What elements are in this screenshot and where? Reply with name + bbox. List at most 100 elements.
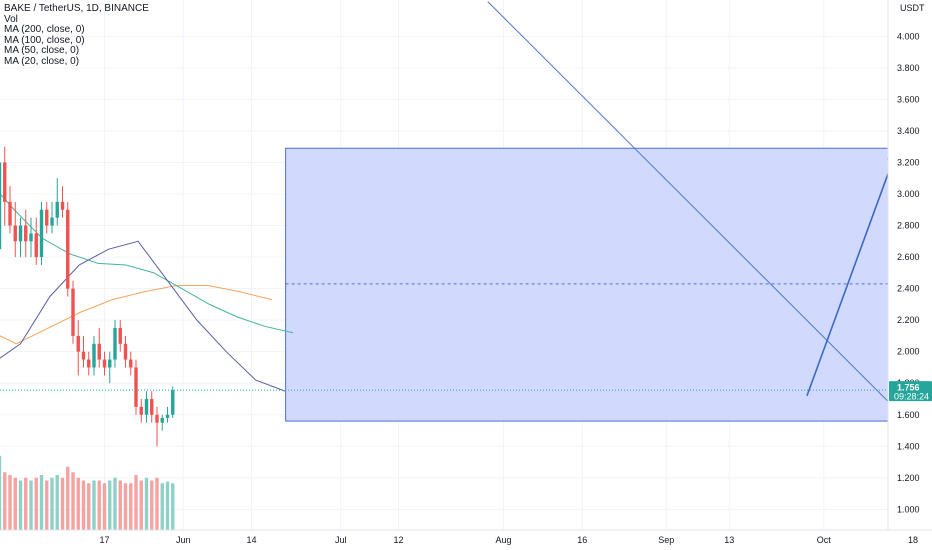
candle-body — [50, 217, 54, 226]
candle-body — [87, 359, 91, 368]
ma200-line — [0, 284, 273, 345]
candle-body — [81, 351, 86, 360]
volume-bar — [165, 481, 170, 530]
price-tick-label: 1.200 — [897, 473, 920, 483]
price-tick-label: 2.000 — [897, 347, 920, 357]
legend-volume[interactable]: Vol — [4, 13, 18, 25]
price-tick-label: 4.000 — [897, 31, 920, 41]
volume-bar — [18, 480, 23, 530]
volume-bar — [144, 477, 149, 530]
volume-bar — [129, 483, 133, 530]
price-tick-label: 3.800 — [897, 63, 920, 73]
last-price-badge — [889, 381, 932, 402]
candle-body — [60, 201, 65, 210]
legend-symbol[interactable]: BAKE / TetherUS, 1D, BINANCE — [4, 3, 149, 14]
volume-bar — [123, 483, 128, 530]
candle-body — [55, 201, 59, 218]
volume-bar — [171, 483, 175, 530]
legend-ma100[interactable]: MA (100, close, 0) — [4, 34, 85, 46]
candle-body — [24, 225, 28, 242]
time-tick-label: Sep — [658, 535, 674, 545]
price-tick-label: 1.000 — [897, 504, 920, 514]
volume-bar — [45, 480, 49, 530]
candle-body — [102, 359, 107, 368]
legend-ma200[interactable]: MA (200, close, 0) — [4, 24, 85, 36]
volume-bar — [60, 477, 65, 530]
range-box — [285, 147, 913, 422]
volume-bar — [92, 480, 96, 530]
volume-bar — [8, 475, 12, 530]
volume-bar — [39, 475, 44, 530]
volume-bar — [76, 477, 80, 530]
time-tick-label: Oct — [817, 535, 832, 545]
volume-bar — [134, 475, 138, 530]
candle-body — [3, 162, 7, 202]
candlesticks — [0, 146, 175, 447]
volume-bar — [102, 483, 107, 530]
candle-body — [160, 417, 164, 423]
candle-body — [113, 328, 117, 360]
candle-body — [123, 343, 128, 360]
time-tick-label: 16 — [577, 535, 587, 545]
volume-bar — [155, 477, 159, 530]
candle-body — [66, 209, 70, 289]
volume-bar — [29, 480, 33, 530]
volume-bar — [0, 455, 2, 530]
legend-ma50[interactable]: MA (50, close, 0) — [4, 45, 80, 57]
candle-body — [97, 343, 101, 360]
trendline — [487, 1, 894, 408]
candle-body — [92, 343, 96, 368]
candle-body — [45, 209, 49, 226]
chart-legend: BAKE / TetherUS, 1D, BINANCE Vol MA (200… — [4, 3, 149, 68]
time-tick-label: Aug — [495, 535, 511, 545]
volume-bar — [160, 483, 164, 530]
candle-body — [18, 225, 23, 242]
last-price-value: 1.756 — [897, 383, 920, 393]
candle-body — [155, 414, 159, 423]
price-tick-label: 3.200 — [897, 157, 920, 167]
time-axis-background[interactable] — [0, 530, 932, 550]
time-tick-label: Jul — [335, 535, 347, 545]
price-tick-label: 2.600 — [897, 252, 920, 262]
time-tick-label: 18 — [908, 535, 918, 545]
time-tick-label: Jun — [176, 535, 191, 545]
candle-body — [129, 359, 133, 368]
candle-body — [71, 288, 75, 336]
time-tick-label: 14 — [246, 535, 256, 545]
price-axis-background[interactable] — [888, 0, 932, 550]
volume-bar — [3, 472, 7, 530]
candle-body — [150, 398, 154, 415]
candle-body — [134, 367, 138, 407]
volume-bar — [97, 480, 101, 530]
ma50-line — [0, 240, 286, 392]
candle-body — [144, 398, 149, 415]
candle-body — [29, 233, 33, 242]
volume-bar — [71, 472, 75, 530]
candle-body — [108, 359, 112, 368]
volume-bar — [108, 480, 112, 530]
volume-bars — [0, 455, 175, 530]
price-tick-label: 3.000 — [897, 189, 920, 199]
candle-body — [0, 162, 2, 250]
volume-bar — [150, 480, 154, 530]
volume-bar — [50, 477, 54, 530]
time-axis[interactable]: 17Jun14Jul12Aug16Sep13Oct18Nov15 — [99, 535, 932, 545]
candle-body — [34, 233, 38, 258]
rectangle-drawing[interactable] — [285, 147, 913, 422]
legend-ma20[interactable]: MA (20, close, 0) — [4, 55, 80, 67]
moving-averages — [0, 192, 294, 392]
price-tick-label: 1.400 — [897, 441, 920, 451]
candle-body — [76, 335, 80, 352]
volume-bar — [66, 466, 70, 530]
price-tick-label: 1.600 — [897, 410, 920, 420]
projection-arrow — [806, 151, 897, 397]
ma100-line — [0, 192, 294, 334]
candle-body — [139, 406, 143, 415]
price-axis-unit: USDT — [900, 3, 925, 13]
time-tick-label: 17 — [99, 535, 109, 545]
volume-bar — [87, 483, 91, 530]
volume-bar — [24, 477, 28, 530]
volume-bar — [139, 480, 143, 530]
volume-bar — [113, 477, 117, 530]
